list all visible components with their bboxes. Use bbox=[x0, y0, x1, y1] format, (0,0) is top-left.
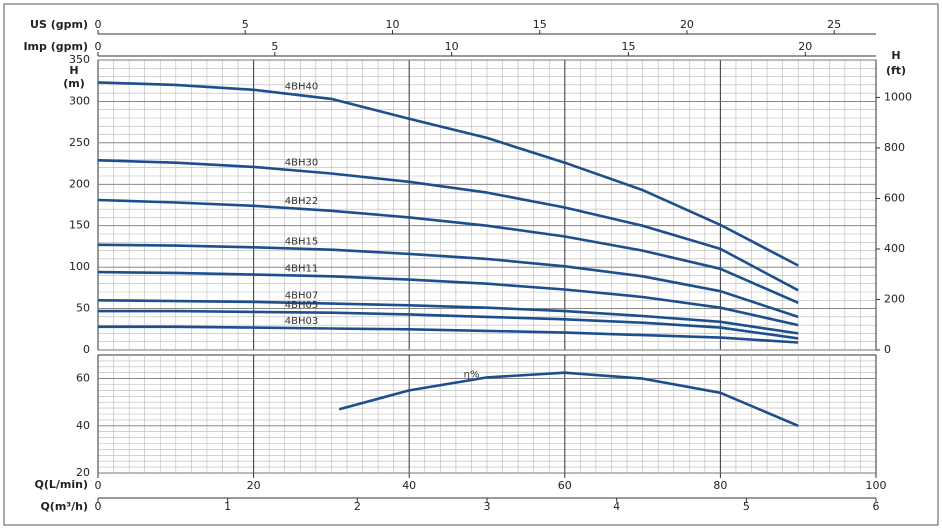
x-tick-label: 0 bbox=[95, 479, 102, 492]
y2-axis-label: (ft) bbox=[886, 64, 906, 77]
axis-label: Imp (gpm) bbox=[23, 40, 88, 53]
x-tick-label: 60 bbox=[558, 479, 572, 492]
curve-label: 4BH05 bbox=[285, 300, 318, 311]
y2-tick-label: 200 bbox=[884, 292, 905, 305]
axis-label: Q(m³/h) bbox=[40, 500, 88, 513]
curve bbox=[98, 309, 799, 340]
tick-label: 10 bbox=[445, 40, 459, 53]
tick-label: 15 bbox=[533, 18, 547, 31]
x-tick-label: 20 bbox=[247, 479, 261, 492]
curve-label: η% bbox=[464, 369, 480, 380]
y2-tick-label: 400 bbox=[884, 242, 905, 255]
y2-tick-label: 600 bbox=[884, 191, 905, 204]
x-tick-label: 100 bbox=[866, 479, 887, 492]
y-tick-label: 60 bbox=[76, 372, 90, 385]
y-tick-label: 0 bbox=[83, 343, 90, 356]
tick-label: 5 bbox=[743, 500, 750, 513]
curve bbox=[98, 325, 799, 344]
tick-label: 5 bbox=[271, 40, 278, 53]
curve bbox=[97, 270, 799, 327]
x-tick-label: 40 bbox=[402, 479, 416, 492]
y-tick-label: 40 bbox=[76, 419, 90, 432]
curve-label: 4BH22 bbox=[285, 196, 318, 207]
axis-label: US (gpm) bbox=[30, 18, 88, 31]
y-axis-label: (m) bbox=[63, 77, 85, 90]
tick-label: 1 bbox=[224, 500, 231, 513]
curve bbox=[97, 243, 799, 319]
tick-label: 4 bbox=[613, 500, 620, 513]
tick-label: 0 bbox=[95, 18, 102, 31]
curve bbox=[97, 299, 799, 335]
y2-tick-label: 0 bbox=[884, 343, 891, 356]
curve-label: 4BH07 bbox=[285, 291, 318, 302]
curve-label: 4BH15 bbox=[285, 236, 318, 247]
y-tick-label: 50 bbox=[76, 302, 90, 315]
axis-label: Q(L/min) bbox=[35, 478, 89, 491]
y2-axis-label: H bbox=[891, 49, 900, 62]
y-tick-label: 100 bbox=[69, 260, 90, 273]
tick-label: 15 bbox=[621, 40, 635, 53]
tick-label: 25 bbox=[827, 18, 841, 31]
y-tick-label: 300 bbox=[69, 94, 90, 107]
curve bbox=[338, 371, 799, 427]
y-tick-label: 250 bbox=[69, 136, 90, 149]
frame bbox=[3, 3, 939, 526]
tick-label: 3 bbox=[484, 500, 491, 513]
y-axis-label: H bbox=[69, 64, 78, 77]
x-tick-label: 80 bbox=[713, 479, 727, 492]
y-tick-label: 200 bbox=[69, 177, 90, 190]
y-tick-label: 20 bbox=[76, 466, 90, 479]
y-tick-label: 150 bbox=[69, 219, 90, 232]
curve bbox=[97, 81, 799, 267]
tick-label: 20 bbox=[798, 40, 812, 53]
y2-tick-label: 1000 bbox=[884, 90, 912, 103]
tick-label: 0 bbox=[95, 500, 102, 513]
curve-label: 4BH11 bbox=[285, 263, 318, 274]
curve-label: 4BH03 bbox=[285, 316, 318, 327]
y2-tick-label: 800 bbox=[884, 141, 905, 154]
tick-label: 0 bbox=[95, 40, 102, 53]
curve bbox=[97, 198, 799, 304]
y-tick-label: 350 bbox=[69, 53, 90, 66]
curve bbox=[97, 159, 799, 292]
curve-label: 4BH30 bbox=[285, 158, 318, 169]
tick-label: 10 bbox=[385, 18, 399, 31]
tick-label: 2 bbox=[354, 500, 361, 513]
curve-label: 4BH40 bbox=[285, 81, 318, 92]
tick-label: 20 bbox=[680, 18, 694, 31]
tick-label: 6 bbox=[873, 500, 880, 513]
tick-label: 5 bbox=[242, 18, 249, 31]
